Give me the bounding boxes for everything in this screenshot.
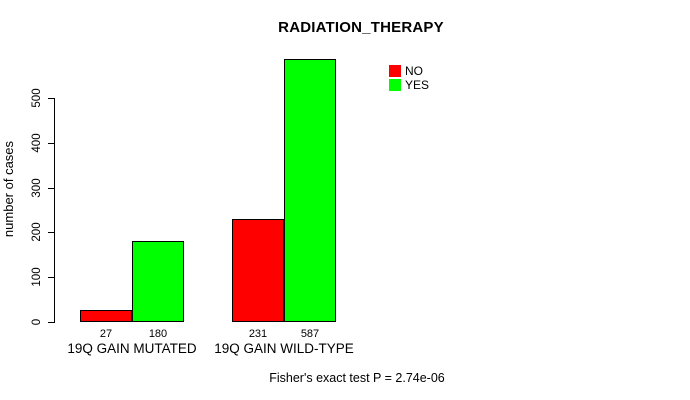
bar-value-label: 587 (300, 328, 320, 340)
bar-yes-2 (284, 59, 336, 322)
x-category-label: 19Q GAIN WILD-TYPE (214, 341, 354, 356)
bar-value-label: 27 (99, 328, 113, 340)
y-tick (48, 232, 55, 233)
y-tick-label: 500 (31, 88, 43, 108)
bar-no-1 (80, 310, 132, 322)
y-tick (48, 188, 55, 189)
legend-swatch-no (389, 65, 401, 77)
bar-no-2 (232, 219, 284, 322)
legend-label-yes: YES (405, 77, 430, 92)
y-tick (48, 98, 55, 99)
bar-yes-1 (132, 241, 184, 322)
chart-title: RADIATION_THERAPY (278, 19, 444, 36)
x-category-label: 19Q GAIN MUTATED (67, 341, 197, 356)
y-tick (48, 277, 55, 278)
legend-label-no: NO (405, 64, 423, 78)
bar-value-label: 180 (148, 328, 168, 340)
y-tick (48, 143, 55, 144)
caption-fisher-test: Fisher's exact test P = 2.74e-06 (269, 371, 445, 385)
y-tick (48, 322, 55, 323)
legend-swatch-yes (389, 78, 401, 91)
y-axis-label: number of cases (1, 140, 16, 238)
y-axis-line (54, 98, 55, 323)
bar-value-label: 231 (248, 328, 268, 340)
